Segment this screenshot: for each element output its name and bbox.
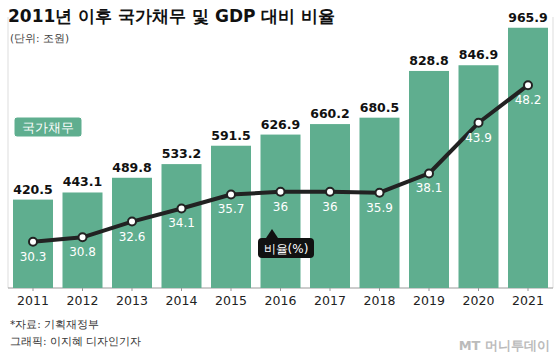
x-tick-label: 2017 — [314, 293, 346, 308]
x-tick — [528, 288, 529, 291]
x-tick-label: 2013 — [116, 293, 148, 308]
annotation: 그래픽: 이지혜 디자인기자 — [10, 335, 141, 347]
line-point — [425, 169, 433, 177]
ratio-line — [33, 85, 528, 241]
annotation: *자료: 기획재정부 — [10, 318, 99, 330]
x-tick-label: 2015 — [215, 293, 247, 308]
bar — [162, 164, 202, 288]
line-label: 36 — [322, 200, 337, 214]
bar-label: 489.8 — [112, 160, 152, 175]
line-label: 30.8 — [69, 245, 96, 259]
title: 2011년 이후 국가채무 및 GDP 대비 비율 — [8, 6, 335, 26]
x-tick-label: 2021 — [512, 293, 544, 308]
x-tick-label: 2014 — [166, 293, 198, 308]
bar-label: 660.2 — [310, 106, 350, 121]
line-point — [376, 189, 384, 197]
bar-label: 533.2 — [162, 146, 202, 161]
x-tick-label: 2016 — [265, 293, 297, 308]
line-point — [277, 188, 285, 196]
bar — [360, 118, 400, 288]
line-legend-box — [258, 238, 314, 258]
annotation: MT 머니투데이 — [459, 338, 550, 353]
bar — [13, 200, 53, 288]
x-tick — [280, 288, 281, 291]
x-tick-label: 2020 — [463, 293, 495, 308]
x-tick — [478, 288, 479, 291]
bar — [112, 178, 152, 288]
x-tick — [231, 288, 232, 291]
x-tick-label: 2011 — [17, 293, 49, 308]
line-label: 32.6 — [119, 230, 146, 244]
plot-marks — [13, 28, 548, 288]
line-point — [178, 204, 186, 212]
line-label: 38.1 — [416, 181, 443, 195]
x-tick-label: 2018 — [364, 293, 396, 308]
x-tick-label: 2012 — [67, 293, 99, 308]
line-point — [29, 238, 37, 246]
page: {"chart_data": { "type": "bar", "title":… — [0, 0, 560, 362]
y-axis-line — [8, 17, 9, 288]
line-point — [326, 188, 334, 196]
subtitle: (단위: 조원) — [10, 32, 69, 44]
x-tick — [82, 288, 83, 291]
bar-label: 626.9 — [261, 117, 301, 132]
bar — [508, 28, 548, 288]
line-point — [475, 119, 483, 127]
bar-label: 680.5 — [360, 100, 400, 115]
bar-label: 846.9 — [459, 47, 499, 62]
y2-axis-line — [553, 17, 554, 288]
bar-label: 965.9 — [508, 10, 548, 25]
x-tick — [132, 288, 133, 291]
line-point — [128, 218, 136, 226]
bar — [261, 135, 301, 288]
bar — [310, 124, 350, 288]
line-label: 36 — [273, 200, 288, 214]
x-tick — [330, 288, 331, 291]
line-point — [524, 81, 532, 89]
bar-label: 443.1 — [63, 174, 103, 189]
line-label: 43.9 — [465, 131, 492, 145]
line-point — [79, 233, 87, 241]
x-tick — [429, 288, 430, 291]
line-label: 48.2 — [515, 93, 542, 107]
line-label: 35.7 — [218, 202, 245, 216]
line-point — [227, 190, 235, 198]
bar — [459, 65, 499, 288]
x-tick-label: 2019 — [413, 293, 445, 308]
bar-label: 591.5 — [211, 128, 251, 143]
bar-legend-label: 국가채무 — [22, 120, 74, 135]
x-tick — [181, 288, 182, 291]
x-tick — [379, 288, 380, 291]
bar-label: 420.5 — [13, 182, 53, 197]
bar-legend-box — [14, 117, 82, 137]
x-tick — [33, 288, 34, 291]
bar-label: 828.8 — [409, 53, 449, 68]
line-label: 35.9 — [366, 201, 393, 215]
line-label: 34.1 — [168, 216, 195, 230]
line-legend-label: 비율(%) — [264, 242, 309, 256]
chart: 2011년 이후 국가채무 및 GDP 대비 비율 (단위: 조원) 420.5 44… — [0, 0, 560, 362]
bar — [211, 146, 251, 288]
line-legend-pointer — [266, 229, 278, 238]
line-label: 30.3 — [20, 250, 47, 264]
